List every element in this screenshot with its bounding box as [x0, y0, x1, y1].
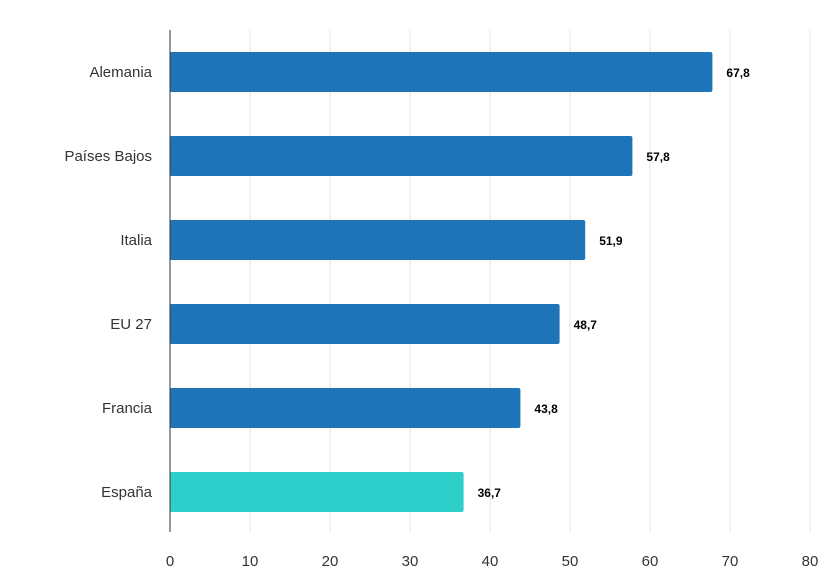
x-tick-label: 20	[322, 553, 339, 570]
x-tick-label: 80	[802, 553, 819, 570]
category-label: Italia	[120, 232, 152, 249]
data-label: 36,7	[478, 486, 502, 500]
x-tick-label: 30	[402, 553, 419, 570]
bar	[170, 472, 464, 512]
data-label: 48,7	[574, 318, 598, 332]
data-labels: 67,8 57,8 51,9 48,7 43,8 36,7	[478, 66, 750, 500]
bar	[170, 136, 633, 176]
category-label: Países Bajos	[64, 148, 152, 165]
x-tick-label: 10	[242, 553, 259, 570]
bars	[170, 52, 713, 512]
bar	[170, 220, 586, 260]
x-tick-label: 0	[166, 553, 174, 570]
bar	[170, 52, 713, 92]
bar	[170, 304, 560, 344]
category-labels: Alemania Países Bajos Italia EU 27 Francia Es…	[64, 64, 152, 501]
data-label: 43,8	[534, 402, 558, 416]
bar	[170, 388, 521, 428]
x-axis-ticks: 0 10 20 30 40 50 60 70 80	[166, 553, 819, 570]
category-label: Francia	[102, 400, 153, 417]
x-tick-label: 50	[562, 553, 579, 570]
x-tick-label: 70	[722, 553, 739, 570]
category-label: Alemania	[89, 64, 152, 81]
x-tick-label: 40	[482, 553, 499, 570]
gridlines	[249, 30, 811, 532]
category-label: España	[101, 484, 153, 501]
data-label: 57,8	[646, 150, 670, 164]
category-label: EU 27	[110, 316, 152, 333]
data-label: 51,9	[599, 234, 623, 248]
data-label: 67,8	[726, 66, 750, 80]
x-tick-label: 60	[642, 553, 659, 570]
